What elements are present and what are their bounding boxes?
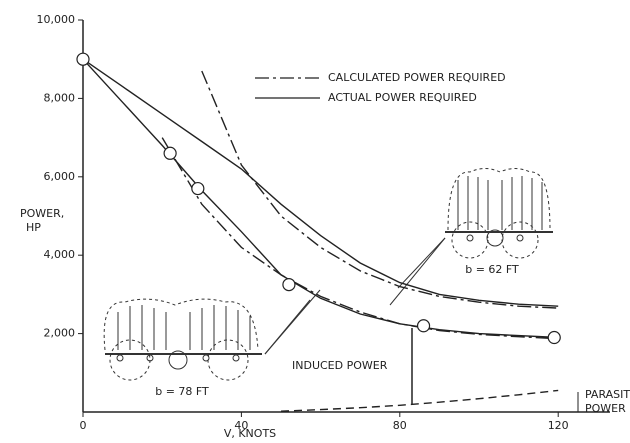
x-axis-label: V, KNOTS	[224, 427, 276, 440]
legend-label: CALCULATED POWER REQUIRED	[328, 71, 506, 84]
series-line	[280, 389, 559, 412]
leader-line	[397, 237, 446, 289]
x-tick-label: 0	[80, 419, 87, 432]
series-line	[161, 137, 559, 340]
series-line	[201, 70, 559, 309]
annotation: POWER	[585, 402, 626, 415]
annotation: INDUCED POWER	[292, 359, 388, 372]
data-point	[547, 330, 561, 345]
y-tick-label: 2,000	[44, 327, 76, 340]
series-line	[82, 58, 559, 307]
leader-line	[389, 237, 446, 306]
y-tick-label: 10,000	[37, 13, 76, 26]
y-axis-label: POWER,	[20, 207, 64, 220]
annotation: PARASITE	[585, 388, 630, 401]
x-tick-label: 120	[548, 419, 569, 432]
y-tick-label: 6,000	[44, 170, 76, 183]
data-point	[416, 319, 431, 333]
y-axis-label: HP	[26, 221, 41, 234]
y-tick-label: 8,000	[44, 91, 76, 104]
series-line	[82, 58, 559, 339]
legend-label: ACTUAL POWER REQUIRED	[328, 91, 477, 104]
data-point	[191, 181, 205, 196]
y-tick-label: 4,000	[44, 248, 76, 261]
x-tick-label: 40	[234, 419, 248, 432]
annotation: b = 62 FT	[465, 263, 519, 276]
data-point	[163, 146, 177, 160]
wing-diagram	[103, 298, 262, 381]
leader-line	[264, 289, 321, 355]
wing-diagram	[445, 168, 553, 259]
data-point	[282, 278, 296, 292]
annotation: b = 78 FT	[155, 385, 209, 398]
data-point	[76, 52, 90, 66]
x-tick-label: 80	[393, 419, 407, 432]
